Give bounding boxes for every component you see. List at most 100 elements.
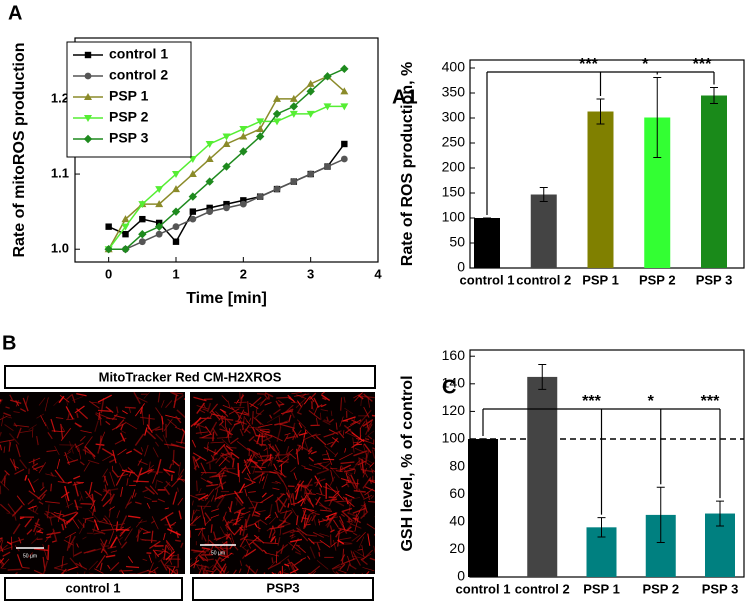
x-tick-label: 2 — [240, 266, 247, 281]
fiber — [54, 563, 68, 569]
fiber — [201, 532, 207, 542]
fiber — [271, 571, 276, 574]
data-point — [323, 103, 332, 111]
fiber — [316, 468, 330, 475]
fiber — [206, 480, 213, 484]
fiber — [309, 395, 315, 402]
fiber — [345, 496, 351, 507]
fiber — [358, 457, 363, 471]
fiber — [151, 516, 159, 530]
bar — [701, 95, 727, 268]
fiber — [314, 478, 326, 484]
fiber — [97, 409, 112, 412]
y-tick-label: 1.1 — [51, 165, 69, 180]
fiber — [240, 510, 251, 516]
x-tick-label: control 2 — [515, 581, 570, 596]
fiber — [305, 478, 313, 489]
fiber — [258, 452, 265, 464]
data-point — [272, 109, 282, 119]
fiber — [329, 476, 336, 486]
fiber — [152, 447, 159, 458]
fiber — [240, 394, 245, 400]
fiber — [262, 542, 279, 545]
fiber — [50, 418, 56, 433]
fiber — [280, 463, 283, 476]
fiber — [320, 509, 333, 512]
fiber — [63, 539, 74, 546]
data-point — [340, 155, 348, 163]
fiber — [127, 515, 141, 519]
fiber — [238, 568, 242, 574]
fiber — [150, 520, 155, 524]
fiber — [239, 533, 249, 548]
fiber — [100, 528, 117, 532]
fiber — [248, 435, 255, 442]
fiber — [290, 401, 299, 404]
micrograph — [0, 392, 185, 574]
data-point — [104, 245, 113, 254]
fiber — [84, 518, 87, 524]
x-tick-label: PSP 1 — [582, 272, 619, 287]
fiber — [135, 519, 143, 528]
fiber — [100, 542, 109, 556]
data-point — [306, 79, 315, 87]
fiber — [341, 542, 352, 544]
fiber — [109, 458, 117, 463]
fiber — [352, 417, 356, 425]
fiber — [192, 500, 194, 506]
fiber — [212, 427, 218, 437]
fiber — [16, 427, 22, 439]
fiber — [218, 414, 224, 421]
fiber — [155, 428, 164, 431]
fiber — [344, 407, 354, 415]
fiber — [203, 558, 214, 561]
fiber — [287, 489, 292, 505]
fiber — [233, 490, 244, 504]
y-tick-label: 1.0 — [51, 241, 69, 256]
fiber — [211, 556, 221, 571]
fiber — [268, 443, 275, 452]
fiber — [97, 394, 112, 403]
fiber — [352, 551, 361, 566]
fiber — [307, 449, 313, 455]
fiber — [352, 532, 358, 536]
fiber — [155, 433, 164, 442]
fiber — [342, 511, 353, 522]
data-point — [205, 140, 214, 148]
fiber — [73, 481, 79, 497]
fiber — [252, 451, 262, 459]
data-point — [340, 103, 349, 111]
fiber — [316, 542, 321, 551]
fiber — [298, 432, 308, 436]
fiber — [53, 567, 68, 572]
y-tick-label: 0 — [457, 259, 465, 275]
fiber — [93, 490, 103, 496]
fiber — [63, 451, 72, 457]
series-line — [108, 143, 345, 243]
fiber — [65, 454, 76, 462]
fiber — [83, 548, 96, 554]
fiber — [293, 393, 310, 397]
significance: * — [648, 393, 655, 410]
fiber — [318, 461, 330, 465]
fiber — [88, 560, 99, 571]
fiber — [65, 398, 69, 406]
fiber — [16, 554, 23, 568]
fiber — [47, 504, 50, 516]
fiber — [254, 522, 258, 528]
fiber — [168, 418, 174, 424]
fiber — [317, 404, 323, 409]
error-bar — [710, 87, 718, 104]
fiber — [38, 462, 47, 474]
fiber — [91, 528, 106, 535]
fiber — [229, 447, 237, 449]
fiber — [243, 411, 249, 415]
fiber — [153, 569, 157, 574]
fiber — [227, 521, 240, 525]
fiber — [199, 409, 206, 414]
x-tick-label: PSP 2 — [639, 272, 676, 287]
fiber — [148, 562, 154, 574]
fiber — [0, 559, 5, 566]
fiber — [225, 526, 229, 532]
fiber — [362, 457, 373, 464]
